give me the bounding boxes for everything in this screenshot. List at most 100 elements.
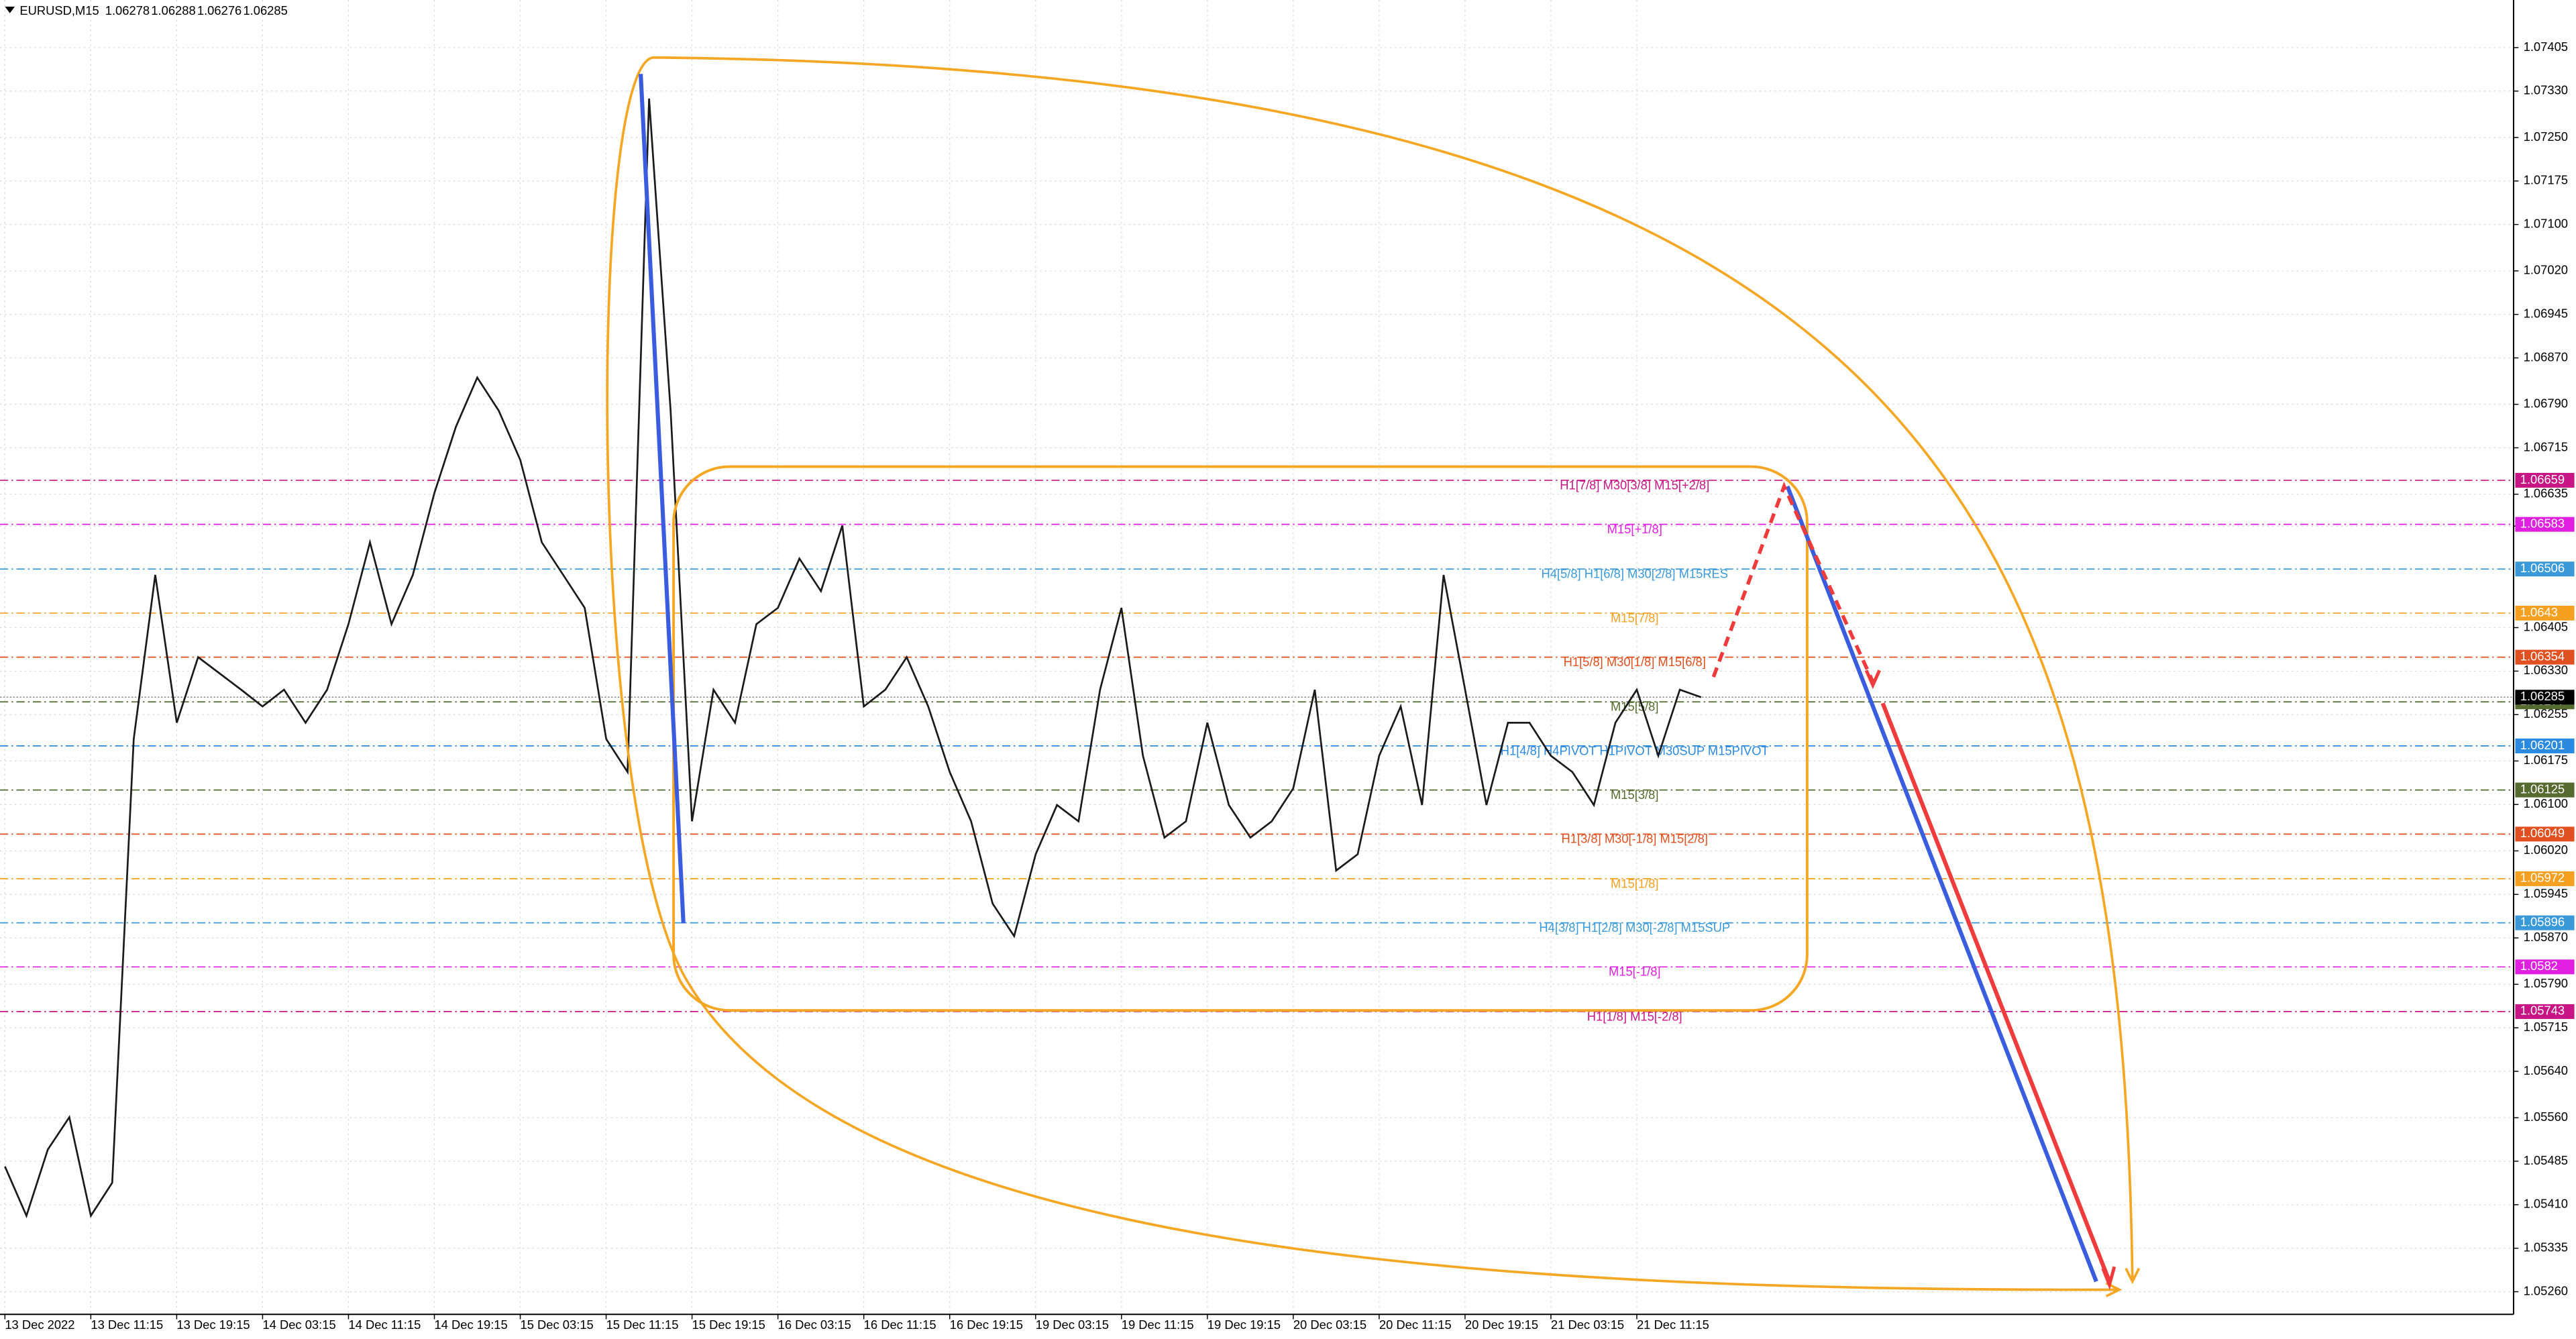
x-tick-label: 21 Dec 03:15 [1551, 1318, 1624, 1332]
price-tag-label: 1.05972 [2520, 871, 2565, 885]
price-tag-label: 1.06659 [2520, 472, 2565, 486]
y-tick-label: 1.05260 [2524, 1283, 2568, 1297]
level-label: H1[1/8] M15[-2/8] [1587, 1009, 1682, 1023]
y-tick-label: 1.06100 [2524, 796, 2568, 810]
menu-arrow [5, 6, 15, 13]
red-forecast-line [1880, 702, 2112, 1283]
current-price-tag [2515, 690, 2575, 705]
levels: H1[7/8] M30[3/8] M15[+2/8] M15[+1/8] H4[5/… [0, 478, 2514, 1023]
axes: 1.07405 1.07330 1.07250 1.07175 1.07100 1.070… [4, 40, 2575, 1332]
x-tick-label: 20 Dec 11:15 [1379, 1318, 1452, 1332]
drawings [606, 56, 2141, 1297]
level-label: H1[3/8] M30[-1/8] M15[2/8] [1562, 832, 1708, 846]
level-label: H4[5/8] H1[6/8] M30[2/8] M15RES [1541, 567, 1728, 581]
blue-trend-line [639, 74, 686, 924]
y-tick-label: 1.07020 [2524, 263, 2568, 277]
price-tag-label: 1.0582 [2520, 959, 2558, 973]
y-tick-label: 1.07250 [2524, 129, 2568, 144]
price-tag [2515, 517, 2575, 532]
y-tick-label: 1.05790 [2524, 976, 2568, 990]
level-label: H1[7/8] M30[3/8] M15[+2/8] [1560, 478, 1709, 492]
y-tick-label: 1.06175 [2524, 753, 2568, 767]
price-tag [2515, 472, 2575, 488]
price-tag [2515, 959, 2575, 975]
x-tick-label: 16 Dec 03:15 [778, 1318, 851, 1332]
x-tick-label: 13 Dec 11:15 [91, 1318, 163, 1332]
current-price-tag-label: 1.06285 [2520, 689, 2565, 703]
ohlc-close: 1.06285 [243, 3, 287, 17]
x-tick-label: 13 Dec 2022 [5, 1318, 74, 1332]
price-tag-label: 1.0643 [2520, 605, 2558, 619]
price-tag-label: 1.06049 [2520, 826, 2565, 840]
red-arrow-head [2101, 1266, 2116, 1290]
x-tick-label: 15 Dec 19:15 [692, 1318, 765, 1332]
y-tick-label: 1.06870 [2524, 350, 2568, 364]
price-tag [2515, 782, 2575, 798]
y-tick-label: 1.07330 [2524, 83, 2568, 97]
x-tick-label: 16 Dec 19:15 [950, 1318, 1023, 1332]
price-tag [2515, 738, 2575, 753]
x-tick-label: 14 Dec 19:15 [435, 1318, 508, 1332]
price-tag [2515, 915, 2575, 930]
y-tick-label: 1.06635 [2524, 486, 2568, 500]
y-tick-label: 1.06255 [2524, 706, 2568, 720]
price-tag-label: 1.06583 [2520, 516, 2565, 530]
series [4, 98, 1702, 1219]
y-tick-label: 1.05560 [2524, 1110, 2568, 1124]
y-tick-label: 1.06330 [2524, 663, 2568, 677]
price-tag [2515, 871, 2575, 886]
y-tick-label: 1.05410 [2524, 1197, 2568, 1211]
level-label: M15[+1/8] [1607, 522, 1662, 536]
y-tick-label: 1.05945 [2524, 886, 2568, 900]
y-tick-label: 1.05485 [2524, 1153, 2568, 1167]
y-tick-label: 1.05870 [2524, 930, 2568, 944]
y-tick-label: 1.06945 [2524, 306, 2568, 320]
level-label: M15[1/8] [1611, 876, 1658, 890]
price-tag-label: 1.05896 [2520, 914, 2565, 928]
x-tick-label: 19 Dec 11:15 [1122, 1318, 1194, 1332]
y-tick-label: 1.05335 [2524, 1240, 2568, 1254]
level-label: M15[5/8] [1611, 700, 1658, 714]
forecast-curve [606, 56, 2134, 1291]
y-tick-label: 1.07405 [2524, 40, 2568, 54]
price-tag-label: 1.06125 [2520, 782, 2565, 796]
y-tick-label: 1.06405 [2524, 619, 2568, 633]
dashed-arrow-head [1864, 670, 1881, 690]
price-tag [2515, 649, 2575, 665]
x-tick-label: 19 Dec 03:15 [1036, 1318, 1109, 1332]
level-label: H1[4/8] H4PIVOT H1PIVOT M30SUP M15PIVOT [1501, 743, 1769, 757]
x-tick-label: 14 Dec 03:15 [262, 1318, 335, 1332]
x-tick-label: 20 Dec 19:15 [1465, 1318, 1538, 1332]
price-tag-label: 1.06201 [2520, 738, 2565, 752]
price-tag-label: 1.05743 [2520, 1004, 2565, 1018]
red-dashed-path [1711, 481, 1875, 683]
price-tag [2515, 1004, 2575, 1019]
y-tick-label: 1.05715 [2524, 1020, 2568, 1034]
symbol-title: EURUSD,M15 [19, 3, 99, 17]
level-label: H4[3/8] H1[2/8] M30[-2/8] M15SUP [1539, 920, 1730, 934]
price-tag [2515, 826, 2575, 842]
y-tick-label: 1.06715 [2524, 439, 2568, 453]
y-tick-label: 1.06020 [2524, 843, 2568, 857]
x-tick-label: 21 Dec 11:15 [1637, 1318, 1709, 1332]
x-tick-label: 15 Dec 11:15 [606, 1318, 679, 1332]
level-label: H1[5/8] M30[1/8] M15[6/8] [1564, 655, 1706, 669]
y-tick-label: 1.07100 [2524, 216, 2568, 230]
y-tick-label: 1.05640 [2524, 1063, 2568, 1077]
price-tag-label: 1.06354 [2520, 649, 2565, 663]
ohlc-open: 1.06278 [105, 3, 150, 17]
price-tag-label: 1.06506 [2520, 561, 2565, 575]
level-label: M15[7/8] [1611, 610, 1658, 625]
price-line [4, 98, 1702, 1219]
level-label: M15[-1/8] [1609, 965, 1661, 979]
x-tick-label: 14 Dec 11:15 [348, 1318, 421, 1332]
y-tick-label: 1.07175 [2524, 173, 2568, 187]
x-tick-label: 20 Dec 03:15 [1293, 1318, 1366, 1332]
blue-forecast-line [1785, 485, 2098, 1283]
x-tick-label: 19 Dec 19:15 [1208, 1318, 1281, 1332]
x-tick-label: 13 Dec 19:15 [176, 1318, 250, 1332]
price-tag [2515, 561, 2575, 577]
